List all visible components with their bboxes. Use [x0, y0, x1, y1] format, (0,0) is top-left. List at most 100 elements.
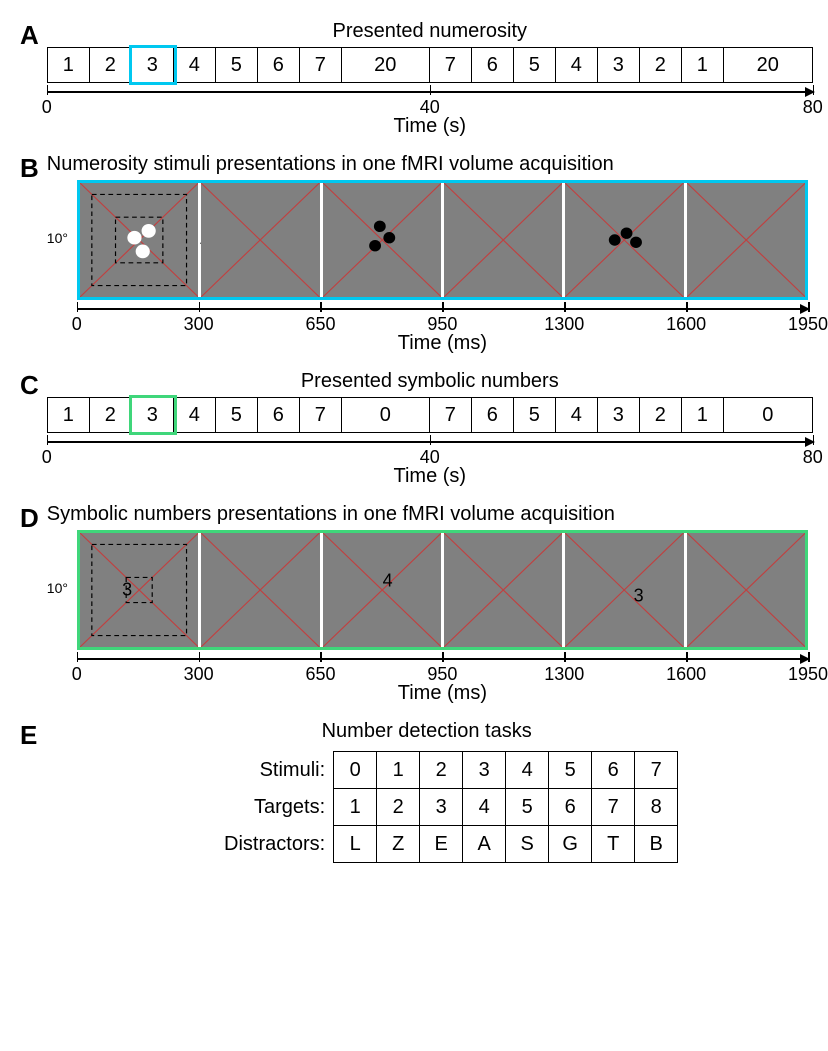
stimulus-frame: 3 — [565, 533, 686, 647]
task-cell: 8 — [635, 789, 678, 825]
axis-tick-label: 0 — [72, 314, 82, 335]
panel-b-axis: 0300650950130016001950Time (ms) — [77, 302, 808, 358]
seq-cell: 5 — [514, 48, 556, 82]
stimulus-digit: 3 — [634, 585, 644, 606]
axis-tick — [77, 652, 79, 662]
panel-d-title: Symbolic numbers presentations in one fM… — [47, 503, 808, 526]
stimulus-digit: 3 — [122, 580, 132, 601]
axis-tick — [442, 302, 444, 312]
task-cell: E — [420, 826, 463, 862]
task-cell: 1 — [334, 789, 377, 825]
task-cell: G — [549, 826, 592, 862]
task-cell: 6 — [592, 752, 635, 788]
seq-cell: 5 — [216, 398, 258, 432]
axis-tick-label: 1300 — [544, 664, 584, 685]
axis-tick-label: 1600 — [666, 314, 706, 335]
seq-cell: 2 — [90, 398, 132, 432]
dim-outer-b: 10° — [47, 230, 68, 246]
dim-outer-d: 10° — [47, 580, 68, 596]
seq-cell: 2 — [90, 48, 132, 82]
axis-tick — [77, 302, 79, 312]
seq-cell: 7 — [430, 48, 472, 82]
axis-tick — [808, 652, 810, 662]
axis-tick-label: 650 — [305, 314, 335, 335]
task-row: Stimuli:01234567 — [175, 751, 678, 789]
stimulus-digit: 4 — [383, 570, 393, 591]
axis-tick — [813, 85, 815, 95]
seq-cell: 20 — [724, 48, 812, 82]
task-cell: 4 — [506, 752, 549, 788]
panel-e-title: Number detection tasks — [45, 720, 808, 743]
panel-d: D Symbolic numbers presentations in one … — [20, 503, 808, 708]
task-cell: 3 — [463, 752, 506, 788]
seq-cell: 3 — [132, 48, 174, 82]
panel-b-label: B — [20, 153, 39, 184]
task-cell: L — [334, 826, 377, 862]
task-row: Targets:12345678 — [175, 789, 678, 826]
task-row: Distractors:LZEASGTB — [175, 826, 678, 863]
task-cell: 1 — [377, 752, 420, 788]
axis-tick-label: 650 — [305, 664, 335, 685]
panel-d-axis: 0300650950130016001950Time (ms) — [77, 652, 808, 708]
panel-a-label: A — [20, 20, 39, 51]
task-cell: Z — [377, 826, 420, 862]
axis-tick-label: 0 — [42, 97, 52, 118]
seq-cell: 1 — [682, 398, 724, 432]
seq-cell: 6 — [472, 48, 514, 82]
axis-title: Time (s) — [393, 465, 466, 488]
panel-a-sequence: 123456720765432120 — [47, 47, 813, 83]
panel-c-label: C — [20, 370, 39, 401]
panel-e: E Number detection tasks Stimuli:0123456… — [20, 720, 808, 863]
seq-cell: 1 — [682, 48, 724, 82]
axis-tick-label: 0 — [72, 664, 82, 685]
task-table: Stimuli:01234567Targets:12345678Distract… — [175, 751, 678, 863]
stimulus-frame — [201, 183, 322, 297]
panel-c-axis: 04080Time (s) — [47, 435, 813, 491]
axis-tick — [199, 652, 201, 662]
seq-cell: 1 — [48, 398, 90, 432]
task-cell: 7 — [635, 752, 678, 788]
seq-cell: 4 — [174, 48, 216, 82]
seq-cell: 6 — [258, 48, 300, 82]
axis-tick — [430, 85, 432, 95]
task-row-label: Stimuli: — [175, 759, 333, 782]
axis-tick-label: 80 — [803, 97, 823, 118]
axis-tick-label: 1300 — [544, 314, 584, 335]
task-row-label: Targets: — [175, 796, 333, 819]
axis-tick-label: 1950 — [788, 664, 828, 685]
seq-cell: 7 — [300, 48, 342, 82]
task-cell: 3 — [420, 789, 463, 825]
panel-a: A Presented numerosity 12345672076543212… — [20, 20, 808, 141]
stimulus-frame — [565, 183, 686, 297]
panel-d-label: D — [20, 503, 39, 534]
axis-tick — [47, 85, 49, 95]
axis-tick — [320, 302, 322, 312]
panel-a-title: Presented numerosity — [47, 20, 813, 43]
axis-tick-label: 300 — [184, 664, 214, 685]
seq-cell: 4 — [556, 48, 598, 82]
axis-tick-label: 80 — [803, 447, 823, 468]
seq-cell: 4 — [556, 398, 598, 432]
axis-tick — [808, 302, 810, 312]
task-cell: 7 — [592, 789, 635, 825]
axis-title: Time (ms) — [398, 682, 487, 705]
panel-b-frames: 4° — [77, 180, 808, 300]
panel-e-label: E — [20, 720, 37, 751]
task-cell: 5 — [549, 752, 592, 788]
axis-tick — [564, 652, 566, 662]
axis-tick-label: 1600 — [666, 664, 706, 685]
stimulus-frame: 4° — [80, 183, 201, 297]
task-cell: 6 — [549, 789, 592, 825]
panel-b: B Numerosity stimuli presentations in on… — [20, 153, 808, 358]
axis-tick — [686, 302, 688, 312]
axis-tick — [320, 652, 322, 662]
task-cell: S — [506, 826, 549, 862]
seq-cell: 0 — [342, 398, 430, 432]
axis-tick-label: 300 — [184, 314, 214, 335]
seq-cell: 4 — [174, 398, 216, 432]
seq-cell: 2 — [640, 398, 682, 432]
seq-cell: 6 — [258, 398, 300, 432]
panel-d-frames: 31.5°43 — [77, 530, 808, 650]
axis-tick — [686, 652, 688, 662]
stimulus-frame — [687, 183, 805, 297]
